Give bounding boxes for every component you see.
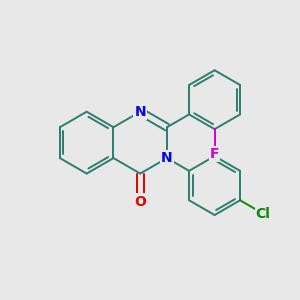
Text: F: F: [210, 147, 219, 161]
Text: Cl: Cl: [256, 206, 271, 220]
Text: O: O: [134, 194, 146, 208]
Text: N: N: [161, 151, 173, 165]
Text: N: N: [134, 105, 146, 119]
